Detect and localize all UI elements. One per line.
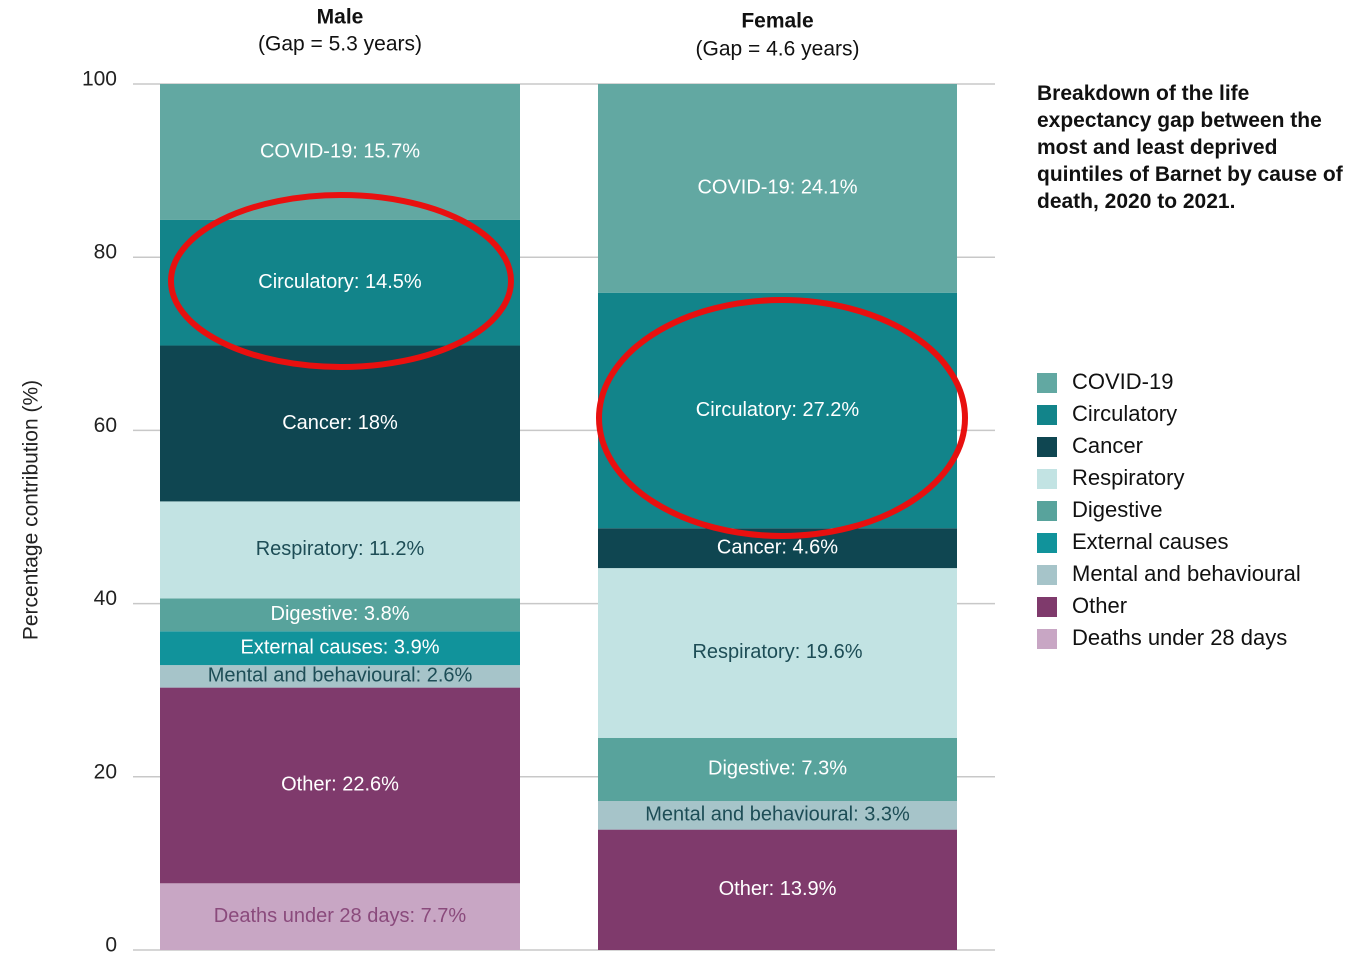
bar-segment [598,568,957,738]
bar-segment [160,345,520,502]
legend-label: Circulatory [1072,401,1177,426]
data-label: Mental and behavioural: 2.6% [208,665,473,687]
bar-segment [598,737,957,802]
legend-label: COVID-19 [1072,369,1173,394]
legend-swatch [1037,597,1057,617]
y-axis-label: Percentage contribution (%) [20,380,43,640]
bar-segment [160,631,520,666]
legend-swatch [1037,629,1057,649]
data-label: Digestive: 3.8% [271,603,410,625]
category-note: (Gap = 5.3 years) [258,33,422,56]
chart-title: Breakdown of the life expectancy gap bet… [1037,82,1343,213]
bar-segment [598,84,957,293]
highlight-ellipse [168,192,514,370]
bar-segment [160,883,520,950]
y-tick-label: 0 [105,934,117,957]
data-label: Respiratory: 11.2% [256,538,425,560]
legend-swatch [1037,469,1057,489]
data-label: Other: 22.6% [281,774,399,796]
bar-segment [598,801,957,830]
y-tick-label: 40 [94,587,117,610]
data-label: Circulatory: 27.2% [696,399,860,421]
data-label: Respiratory: 19.6% [692,641,862,663]
data-label: COVID-19: 24.1% [697,177,857,199]
highlight-ellipse [596,297,968,539]
data-label: Cancer: 4.6% [717,536,838,558]
labels: Male (Gap = 5.3 years) Deaths under 28 day… [208,6,1301,927]
legend-swatch [1037,373,1057,393]
bar-segment [160,598,520,632]
category-label: Female [741,10,813,33]
data-label: Deaths under 28 days: 7.7% [214,905,467,927]
y-tick-label: 80 [94,241,117,264]
legend-label: External causes [1072,529,1229,554]
legend-label: Respiratory [1072,465,1184,490]
y-tick-label: 100 [82,68,117,91]
legend-label: Mental and behavioural [1072,561,1301,586]
y-tick-label: 20 [94,760,117,783]
category-label: Male [317,6,364,29]
legend-label: Digestive [1072,497,1162,522]
data-label: External causes: 3.9% [241,636,440,658]
bar-segment [160,219,520,346]
bars [160,84,957,950]
data-label: Mental and behavioural: 3.3% [645,804,910,826]
bar-segment [160,687,520,884]
y-tick-label: 60 [94,414,117,437]
legend-swatch [1037,405,1057,425]
data-label: Digestive: 7.3% [708,758,847,780]
data-label: COVID-19: 15.7% [260,140,420,162]
data-label: Cancer: 18% [282,412,398,434]
legend-swatch [1037,565,1057,585]
legend-label: Other [1072,593,1127,618]
bar-segment [598,829,957,950]
data-label: Other: 13.9% [719,878,837,900]
legend-swatch [1037,501,1057,521]
legend-label: Deaths under 28 days [1072,625,1287,650]
data-label: Circulatory: 14.5% [258,271,422,293]
bar-segment [160,665,520,688]
legend-swatch [1037,533,1057,553]
legend-label: Cancer [1072,433,1143,458]
bar-segment [160,501,520,599]
legend-swatch [1037,437,1057,457]
category-note: (Gap = 4.6 years) [696,38,860,61]
